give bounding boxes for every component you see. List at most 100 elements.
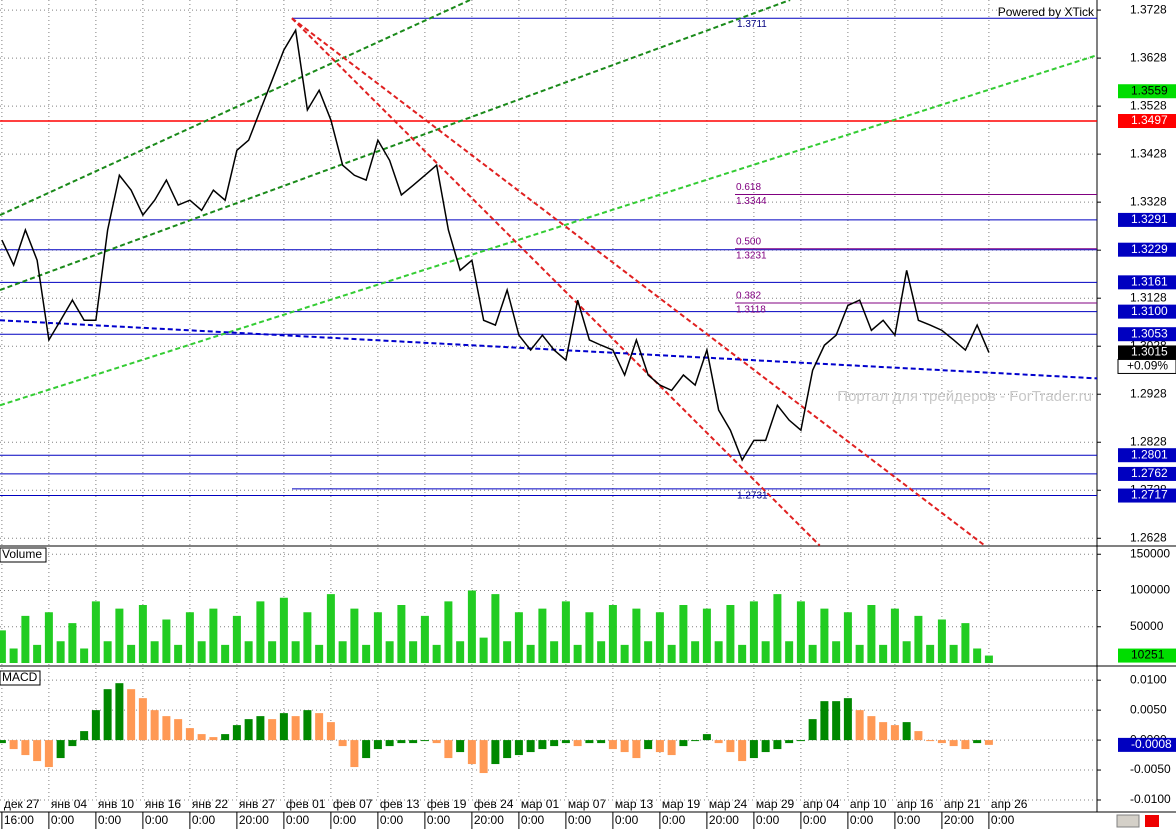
macd-bar bbox=[820, 701, 829, 741]
y-tick-label: 0.0050 bbox=[1130, 702, 1167, 716]
volume-bar bbox=[91, 601, 100, 663]
fib-level: 0.382 bbox=[736, 291, 761, 302]
macd-bar bbox=[714, 740, 723, 744]
macd-bar bbox=[973, 740, 982, 744]
volume-bar bbox=[538, 608, 547, 663]
macd-bar bbox=[702, 734, 711, 741]
macd-bar bbox=[197, 734, 206, 741]
exit-button[interactable] bbox=[1145, 815, 1159, 827]
volume-bar bbox=[385, 641, 394, 663]
y-tick-label: 1.3428 bbox=[1130, 146, 1167, 160]
volume-bar bbox=[127, 644, 136, 663]
x-tick-label: апр 26 bbox=[991, 797, 1028, 811]
macd-bar bbox=[491, 740, 500, 765]
watermark: Портал для трейдеров - ForTrader.ru bbox=[837, 388, 1092, 405]
volume-bar bbox=[832, 641, 841, 663]
volume-bar bbox=[432, 644, 441, 663]
y-tick-label: 1.2628 bbox=[1130, 530, 1167, 544]
x-tick-time: 0:00 bbox=[662, 813, 686, 827]
y-tick-label: 1.3628 bbox=[1130, 50, 1167, 64]
scroll-button[interactable] bbox=[1116, 814, 1140, 828]
level-tag bbox=[1118, 275, 1176, 290]
macd-bar bbox=[585, 740, 594, 744]
macd-bar bbox=[115, 683, 124, 741]
panel-title-box bbox=[0, 670, 41, 686]
level-tag-label: 1.3497 bbox=[1131, 113, 1168, 127]
volume-bar bbox=[174, 644, 183, 663]
macd-bar bbox=[632, 740, 641, 759]
x-tick-time: 0:00 bbox=[333, 813, 357, 827]
macd-bar bbox=[385, 740, 394, 747]
macd-bar bbox=[279, 713, 288, 741]
volume-bar bbox=[702, 608, 711, 663]
volume-bar bbox=[409, 641, 418, 663]
macd-bar bbox=[608, 740, 617, 750]
x-tick-label: янв 16 bbox=[145, 797, 182, 811]
macd-bar bbox=[326, 722, 335, 741]
price-tag bbox=[1118, 345, 1176, 360]
level-tag-label: 1.3291 bbox=[1131, 212, 1168, 226]
volume-bar bbox=[244, 641, 253, 663]
x-tick-time: 0:00 bbox=[521, 813, 545, 827]
y-tick-label: 50000 bbox=[1130, 619, 1164, 633]
volume-bar bbox=[221, 644, 230, 663]
macd-bar bbox=[573, 740, 582, 747]
macd-bar bbox=[303, 710, 312, 741]
macd-bar bbox=[902, 722, 911, 741]
macd-bar bbox=[479, 740, 488, 774]
trendline bbox=[0, 0, 471, 217]
volume-bar bbox=[115, 608, 124, 663]
volume-bar bbox=[21, 615, 30, 663]
volume-bar bbox=[279, 597, 288, 663]
macd-bar bbox=[514, 740, 523, 756]
x-tick-label: апр 04 bbox=[803, 797, 840, 811]
price-tag bbox=[1118, 84, 1176, 99]
macd-bar bbox=[56, 740, 65, 759]
macd-bar bbox=[103, 689, 112, 741]
volume-bar bbox=[667, 644, 676, 663]
last-value-tag bbox=[1118, 737, 1176, 752]
x-tick-label: апр 16 bbox=[897, 797, 934, 811]
volume-bar bbox=[479, 637, 488, 663]
volume-bar bbox=[326, 594, 335, 663]
y-tick-label: 1.3128 bbox=[1130, 290, 1167, 304]
macd-bar bbox=[44, 740, 53, 768]
volume-bar bbox=[491, 594, 500, 663]
x-tick-label: мар 13 bbox=[615, 797, 654, 811]
macd-bar bbox=[914, 731, 923, 741]
level-tag-label: 1.2762 bbox=[1131, 466, 1168, 480]
y-tick-label: 150000 bbox=[1130, 546, 1170, 560]
x-tick-time: 0:00 bbox=[286, 813, 310, 827]
macd-bar bbox=[420, 740, 429, 742]
volume-bar bbox=[44, 612, 53, 663]
macd-bar bbox=[350, 740, 359, 768]
volume-bar bbox=[644, 641, 653, 663]
macd-bar bbox=[926, 740, 935, 742]
volume-bar bbox=[338, 641, 347, 663]
volume-bar bbox=[855, 644, 864, 663]
volume-bar bbox=[785, 641, 794, 663]
volume-bar bbox=[573, 644, 582, 663]
macd-bar bbox=[937, 740, 946, 744]
volume-bar bbox=[914, 615, 923, 663]
x-tick-label: мар 19 bbox=[662, 797, 701, 811]
volume-bar bbox=[561, 601, 570, 663]
macd-bar bbox=[432, 740, 441, 744]
price-tag-label: 1.3015 bbox=[1131, 345, 1168, 359]
macd-bar bbox=[150, 710, 159, 741]
macd-bar bbox=[397, 740, 406, 744]
fib-price: 1.3711 bbox=[737, 19, 767, 30]
price-tag-label: 1.3559 bbox=[1131, 83, 1168, 97]
x-tick-label: фев 13 bbox=[380, 797, 420, 811]
x-tick-label: апр 21 bbox=[944, 797, 981, 811]
volume-bar bbox=[268, 641, 277, 663]
macd-bar bbox=[949, 740, 958, 747]
x-tick-time: 20:00 bbox=[944, 813, 974, 827]
x-tick-label: янв 22 bbox=[192, 797, 229, 811]
macd-bar bbox=[338, 740, 347, 747]
macd-bar bbox=[456, 740, 465, 753]
volume-bar bbox=[185, 612, 194, 663]
macd-bar bbox=[91, 710, 100, 741]
level-tag bbox=[1118, 212, 1176, 227]
macd-bar bbox=[691, 740, 700, 742]
